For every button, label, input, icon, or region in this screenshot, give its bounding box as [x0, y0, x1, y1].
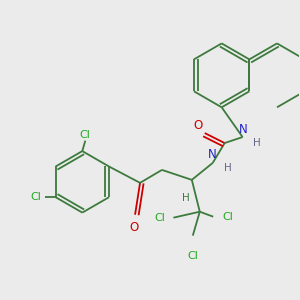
- Text: H: H: [253, 138, 260, 148]
- Text: Cl: Cl: [31, 192, 42, 202]
- Text: N: N: [208, 148, 217, 161]
- Text: H: H: [224, 163, 232, 173]
- Text: N: N: [239, 123, 248, 136]
- Text: H: H: [182, 193, 190, 203]
- Text: Cl: Cl: [80, 130, 91, 140]
- Text: Cl: Cl: [154, 213, 165, 223]
- Text: Cl: Cl: [223, 212, 234, 222]
- Text: Cl: Cl: [188, 250, 198, 260]
- Text: O: O: [193, 118, 203, 132]
- Text: O: O: [129, 221, 139, 234]
